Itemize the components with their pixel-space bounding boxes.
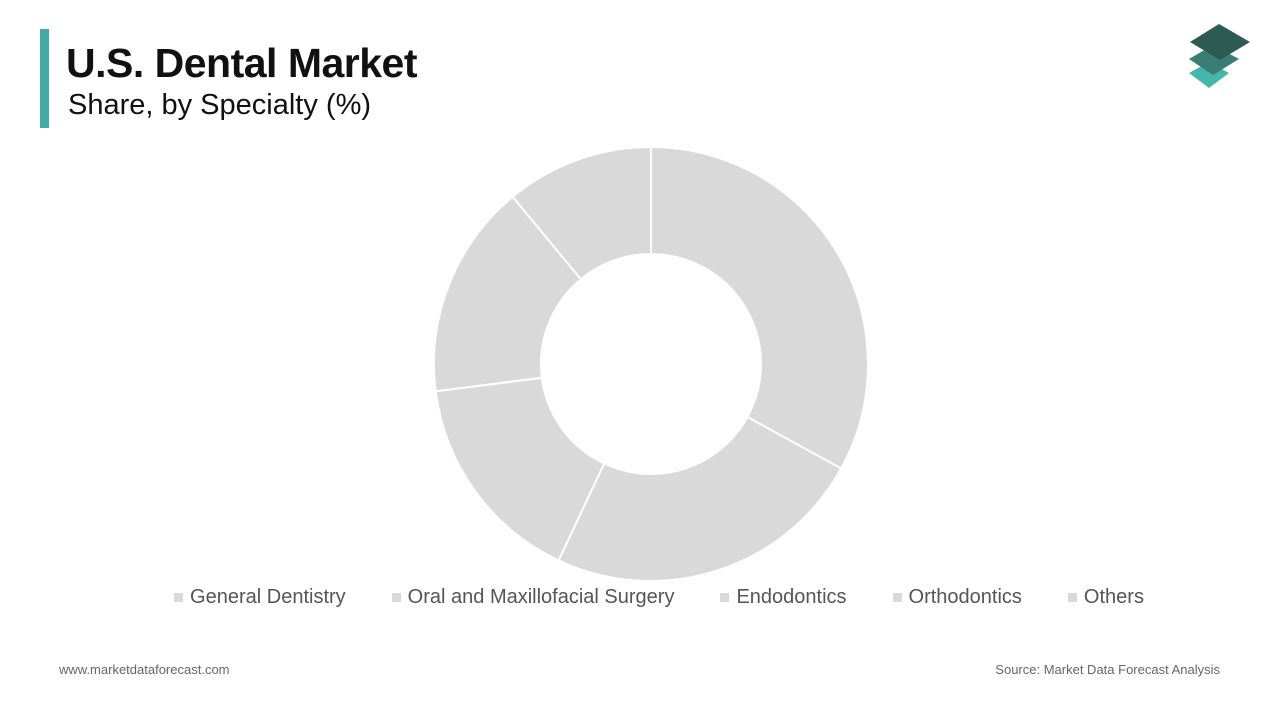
legend-item: Others <box>1067 586 1144 609</box>
donut-segment <box>557 415 843 582</box>
logo <box>1189 24 1250 88</box>
legend-swatch <box>892 593 902 602</box>
legend-label: Endodontics <box>736 586 847 608</box>
legend-label: General Dentistry <box>190 586 346 608</box>
legend-label: Oral and Maxillofacial Surgery <box>407 586 675 608</box>
legend-swatch <box>174 593 184 602</box>
legend-swatch <box>391 593 401 602</box>
legend: General Dentistry Oral and Maxillofacial … <box>0 586 1280 609</box>
chart-subtitle: Share, by Specialty (%) <box>68 89 372 121</box>
accent-bar <box>40 29 49 128</box>
donut-segment <box>511 145 652 281</box>
legend-label: Orthodontics <box>908 586 1022 608</box>
legend-item: Orthodontics <box>892 586 1022 609</box>
website: www.marketdataforecast.com <box>59 662 230 677</box>
legend-swatch <box>720 593 730 602</box>
source: Source: Market Data Forecast Analysis <box>995 662 1220 677</box>
legend-item: Oral and Maxillofacial Surgery <box>391 586 675 609</box>
legend-item: General Dentistry <box>174 586 346 609</box>
legend-swatch <box>1067 593 1077 602</box>
donut-segment <box>434 376 606 562</box>
donut-segment <box>433 195 583 393</box>
legend-item: Endodontics <box>720 586 847 609</box>
donut-segment <box>650 145 870 470</box>
chart-title: U.S. Dental Market <box>66 40 418 86</box>
legend-label: Others <box>1083 586 1144 608</box>
